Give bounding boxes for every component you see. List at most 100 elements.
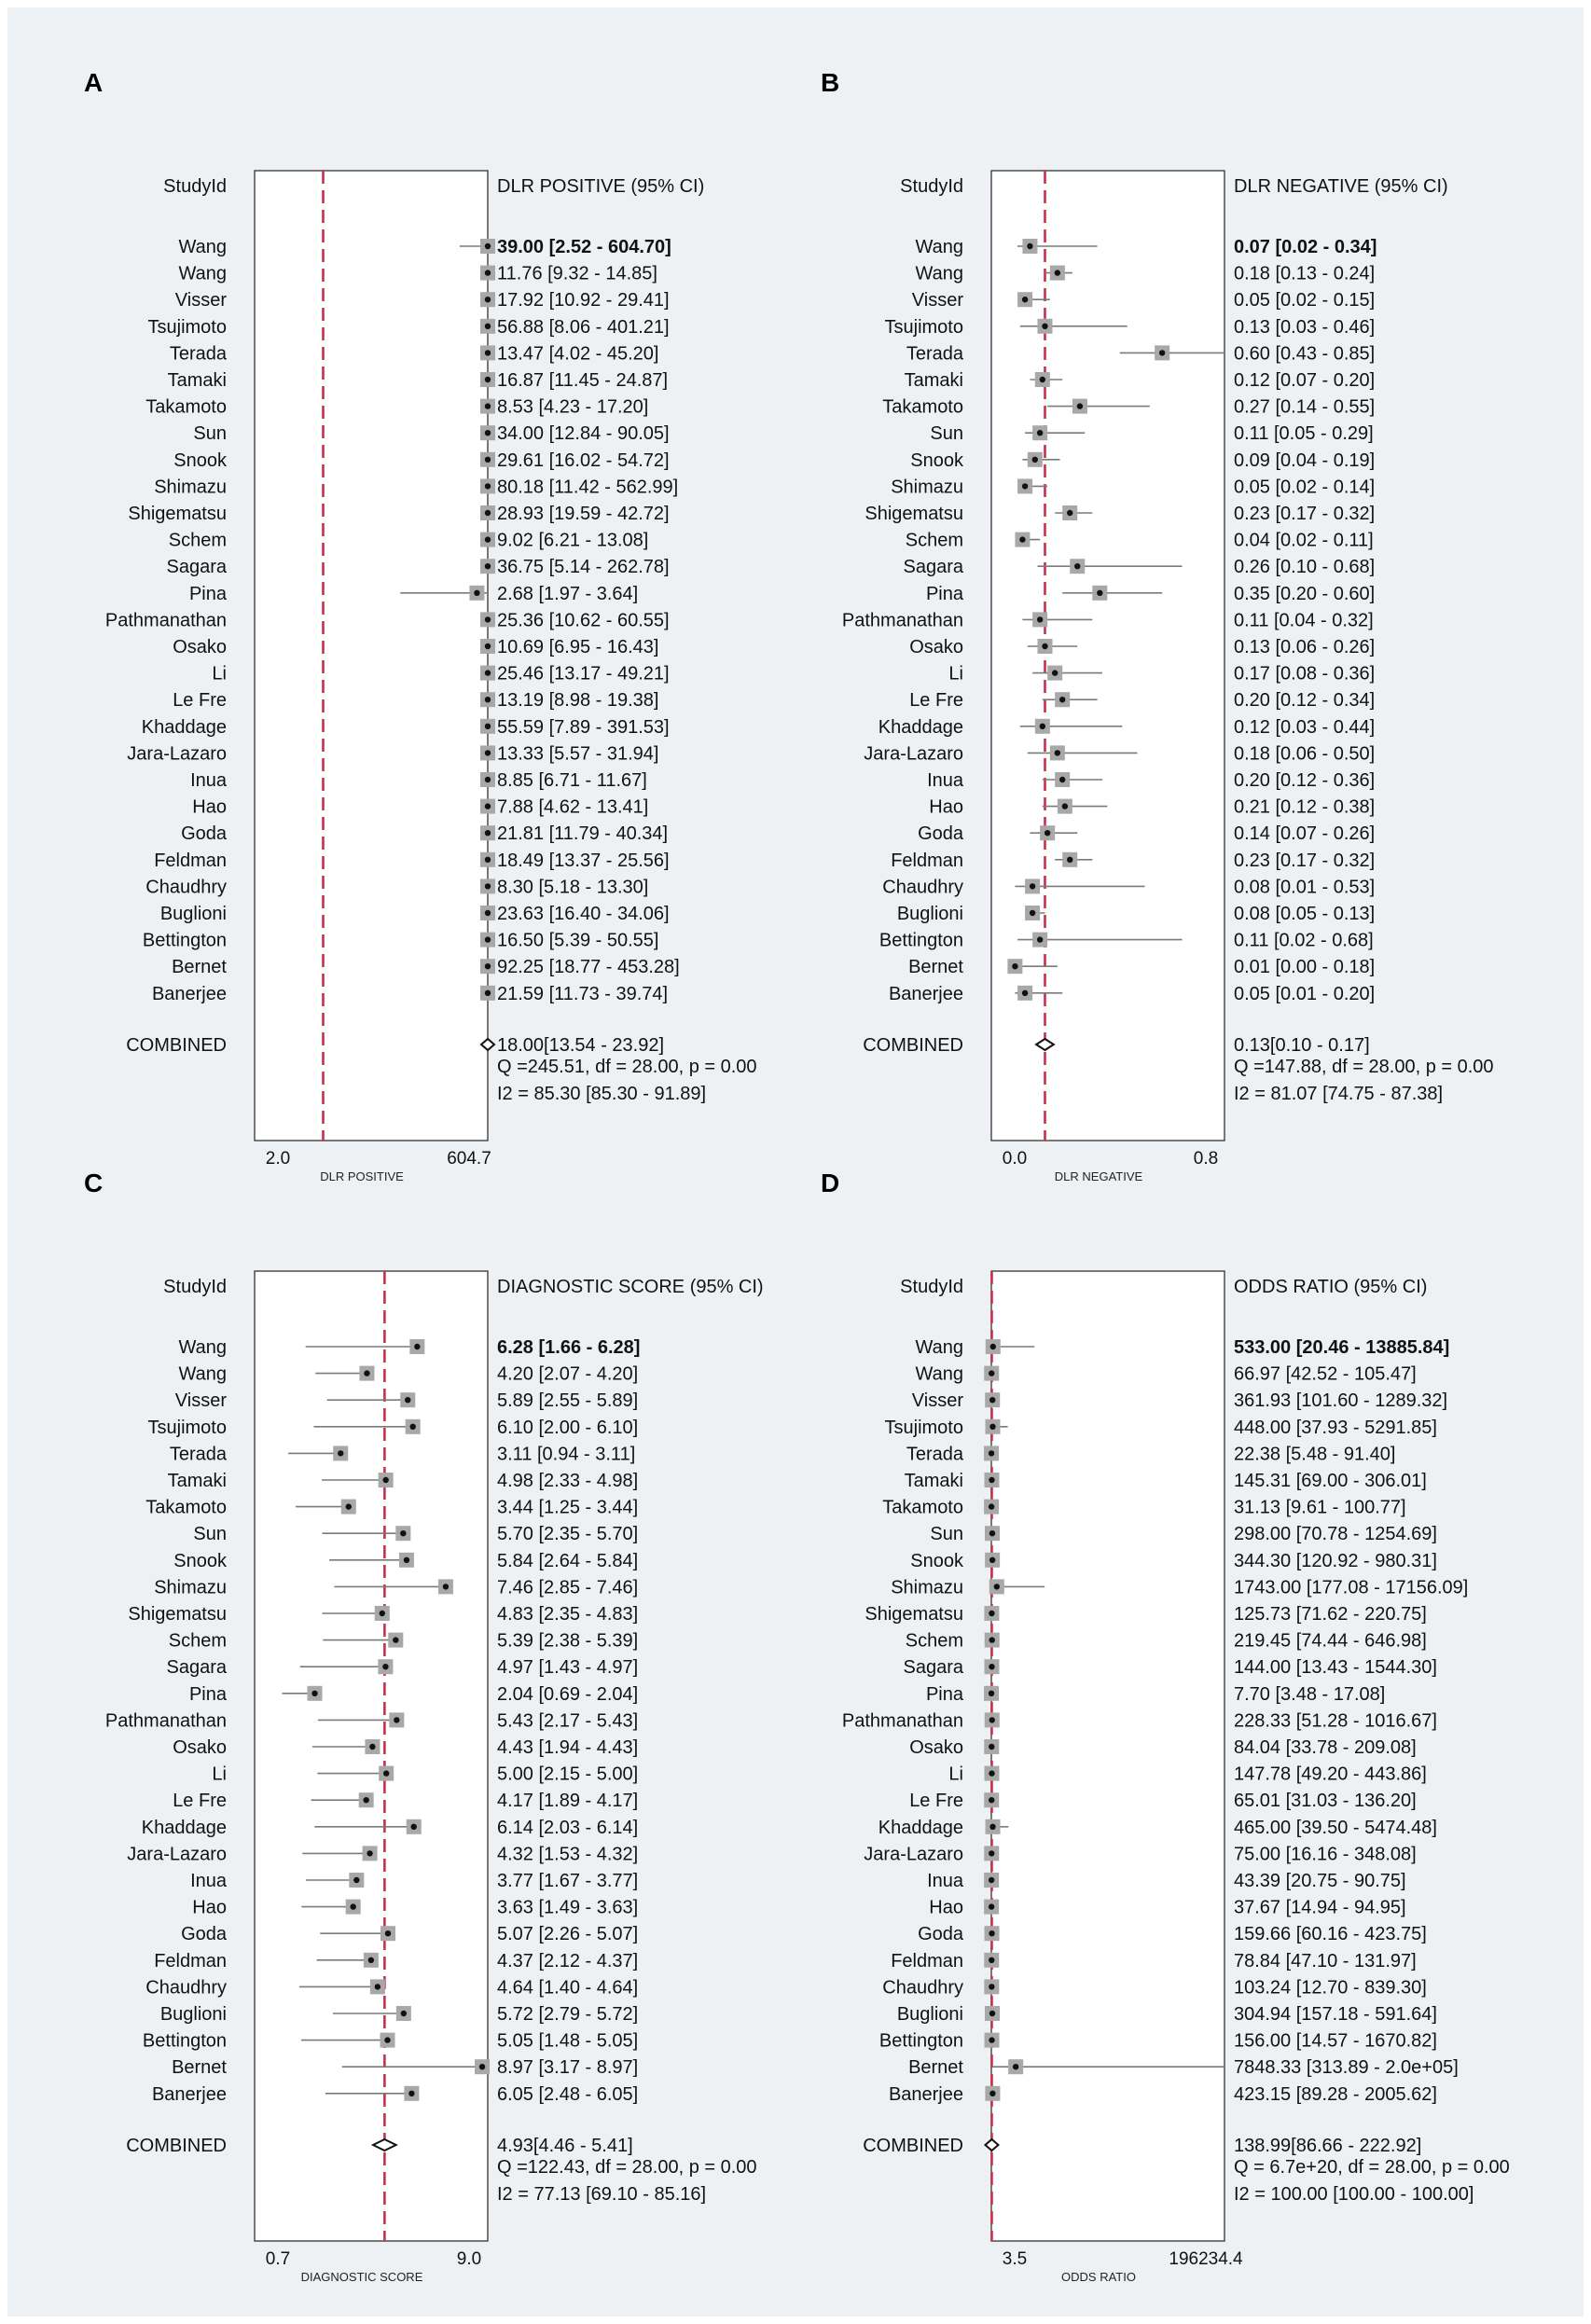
heterogeneity-i2: I2 = 85.30 [85.30 - 91.89] <box>497 1084 706 1104</box>
point-estimate <box>1021 989 1029 997</box>
plot-area <box>254 170 489 1141</box>
point-estimate <box>409 1423 416 1430</box>
point-estimate <box>393 1637 399 1643</box>
point-estimate <box>442 1584 450 1590</box>
point-estimate <box>989 1770 995 1777</box>
point-estimate <box>989 1823 996 1830</box>
ci-text: 7.88 [4.62 - 13.41] <box>497 797 648 818</box>
study-label: Wang <box>178 1337 227 1358</box>
study-label: Shimazu <box>154 1577 227 1598</box>
ci-text: 145.31 [69.00 - 306.01] <box>1234 1471 1427 1491</box>
study-label: Buglioni <box>897 904 963 924</box>
point-estimate <box>384 2037 391 2043</box>
ci-text: 5.84 [2.64 - 5.84] <box>497 1551 638 1571</box>
point-estimate <box>484 456 491 463</box>
study-label: Banerjee <box>152 2084 227 2105</box>
point-estimate <box>484 270 491 276</box>
study-column-header: StudyId <box>163 176 227 197</box>
point-estimate <box>1019 536 1026 543</box>
point-estimate <box>1061 803 1069 809</box>
ci-text: 8.85 [6.71 - 11.67] <box>497 770 647 791</box>
ci-text: 298.00 [70.78 - 1254.69] <box>1234 1524 1437 1544</box>
study-label: Li <box>212 1764 227 1785</box>
point-estimate <box>374 1984 381 1990</box>
ci-text: 21.59 [11.73 - 39.74] <box>497 984 668 1004</box>
point-estimate <box>1012 2064 1019 2070</box>
study-label: Bettington <box>143 931 227 951</box>
study-label: Li <box>212 664 227 685</box>
ci-text: 18.49 [13.37 - 25.56] <box>497 851 670 871</box>
study-label: Osako <box>909 1737 963 1758</box>
combined-diamond <box>1034 1037 1056 1052</box>
study-label: Wang <box>915 1364 963 1385</box>
point-estimate <box>1021 483 1029 490</box>
ci-text: 5.43 [2.17 - 5.43] <box>497 1710 638 1731</box>
ci-text: 5.39 [2.38 - 5.39] <box>497 1631 638 1652</box>
study-label: Goda <box>918 1924 964 1944</box>
point-estimate <box>363 1797 369 1804</box>
study-label: Schem <box>169 531 227 551</box>
point-estimate <box>367 1850 373 1857</box>
study-label: Pathmanathan <box>105 1710 227 1731</box>
ci-text: 0.07 [0.02 - 0.34] <box>1234 237 1377 257</box>
ci-text: 4.20 [2.07 - 4.20] <box>497 1364 638 1385</box>
point-estimate <box>989 2090 996 2096</box>
study-label: Terada <box>906 1444 964 1464</box>
figure-canvas: A StudyId DLR POSITIVE (95% CI) Wang 39.00 [… <box>7 7 1584 2317</box>
point-estimate <box>989 1717 995 1723</box>
point-estimate <box>989 1397 996 1404</box>
ci-text: 80.18 [11.42 - 562.99] <box>497 477 678 497</box>
study-label: Goda <box>918 823 964 844</box>
point-estimate <box>484 350 491 356</box>
ci-text: 37.67 [14.94 - 94.95] <box>1234 1898 1406 1918</box>
point-estimate <box>400 1530 407 1537</box>
study-label: Sagara <box>167 1657 228 1678</box>
ci-text: 23.63 [16.40 - 34.06] <box>497 904 670 924</box>
point-estimate <box>484 430 491 436</box>
point-estimate <box>1158 350 1166 356</box>
study-label: Pina <box>189 584 228 604</box>
ci-text: 0.05 [0.02 - 0.15] <box>1234 290 1375 311</box>
point-estimate <box>1036 430 1044 436</box>
ci-text: 0.18 [0.06 - 0.50] <box>1234 743 1375 764</box>
point-estimate <box>382 1476 389 1484</box>
x-tick-label: 604.7 <box>447 1149 491 1169</box>
study-label: Banerjee <box>889 984 963 1004</box>
study-label: Takamoto <box>145 1498 227 1518</box>
study-label: Jara-Lazaro <box>864 743 963 764</box>
ci-text: 7848.33 [313.89 - 2.0e+05] <box>1234 2057 1459 2078</box>
study-label: Takamoto <box>882 1498 963 1518</box>
point-estimate <box>1074 563 1081 570</box>
ci-text: 2.68 [1.97 - 3.64] <box>497 584 638 604</box>
combined-diamond <box>983 2137 1000 2152</box>
point-estimate <box>345 1503 352 1510</box>
ci-text: 36.75 [5.14 - 262.78] <box>497 557 670 577</box>
study-label: Visser <box>175 1390 228 1411</box>
heterogeneity-q: Q = 6.7e+20, df = 28.00, p = 0.00 <box>1234 2157 1510 2178</box>
point-estimate <box>400 2010 408 2017</box>
study-label: Le Fre <box>909 690 963 711</box>
point-estimate <box>484 803 491 809</box>
combined-label: COMBINED <box>863 1035 963 1056</box>
study-label: Shigematsu <box>865 504 963 524</box>
ci-text: 34.00 [12.84 - 90.05] <box>497 423 670 444</box>
point-estimate <box>989 1343 996 1350</box>
point-estimate <box>484 403 491 409</box>
ci-text: 4.83 [2.35 - 4.83] <box>497 1604 638 1625</box>
study-label: Bettington <box>879 931 963 951</box>
point-estimate <box>484 643 491 650</box>
ci-text: 125.73 [71.62 - 220.75] <box>1234 1604 1427 1625</box>
study-label: Visser <box>912 1390 964 1411</box>
x-tick-label: 0.0 <box>1003 1149 1027 1169</box>
ci-text: 159.66 [60.16 - 423.75] <box>1234 1924 1427 1944</box>
forest-panel-C: C StudyId DIAGNOSTIC SCORE (95% CI) Wang 6.2… <box>84 1169 764 2284</box>
study-label: Osako <box>909 637 963 657</box>
point-estimate <box>384 1930 392 1937</box>
study-label: Hao <box>192 1898 227 1918</box>
point-estimate <box>988 1690 995 1696</box>
study-label: Hao <box>192 797 227 818</box>
x-axis-label: DLR POSITIVE <box>320 1169 404 1183</box>
point-estimate <box>484 750 491 756</box>
study-label: Buglioni <box>160 904 227 924</box>
point-estimate <box>1051 670 1058 676</box>
